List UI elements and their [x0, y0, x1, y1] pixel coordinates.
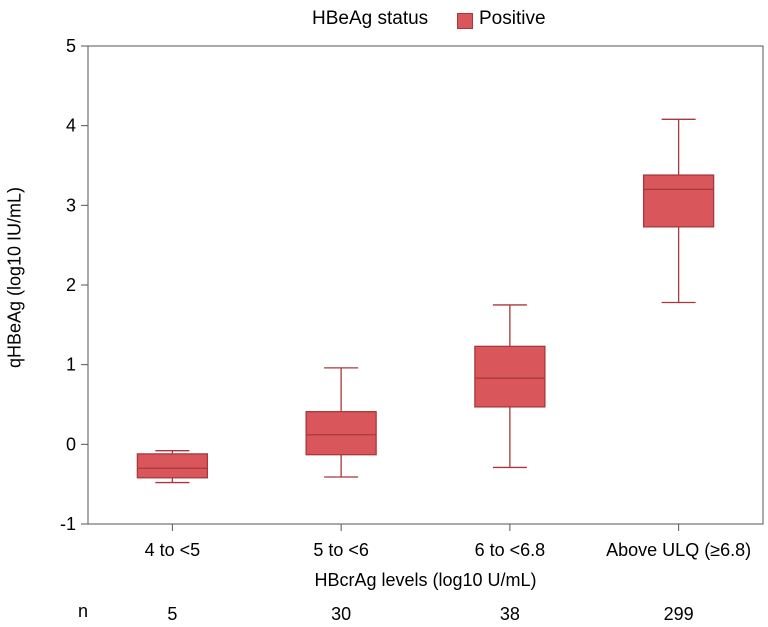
box: [136, 453, 209, 479]
y-tick-label: 3: [66, 195, 76, 215]
box: [305, 411, 377, 456]
x-tick-label: Above ULQ (≥6.8): [606, 540, 751, 560]
x-tick-label: 5 to <6: [313, 540, 369, 560]
plot-frame: [87, 45, 764, 525]
n-value: 38: [500, 604, 520, 624]
y-tick-label: 4: [66, 116, 76, 136]
box: [642, 174, 715, 228]
y-tick-label: 1: [66, 355, 76, 375]
box: [474, 345, 546, 408]
y-tick-label: 2: [66, 275, 76, 295]
n-value: 30: [331, 604, 351, 624]
x-tick-label: 6 to <6.8: [475, 540, 546, 560]
x-axis-label: HBcrAg levels (log10 U/mL): [314, 570, 537, 590]
n-value: 5: [167, 604, 177, 624]
legend-title: HBeAg status: [312, 8, 429, 29]
y-tick-label: 0: [66, 434, 76, 454]
y-tick-label: 5: [66, 36, 76, 56]
legend: HBeAg status Positive: [0, 6, 768, 34]
x-tick-label: 4 to <5: [145, 540, 201, 560]
legend-label-positive: Positive: [479, 8, 546, 29]
y-tick-label: -1: [60, 514, 76, 534]
n-value: 299: [664, 604, 694, 624]
n-row-label: n: [78, 601, 89, 621]
legend-swatch-positive: [457, 13, 473, 29]
